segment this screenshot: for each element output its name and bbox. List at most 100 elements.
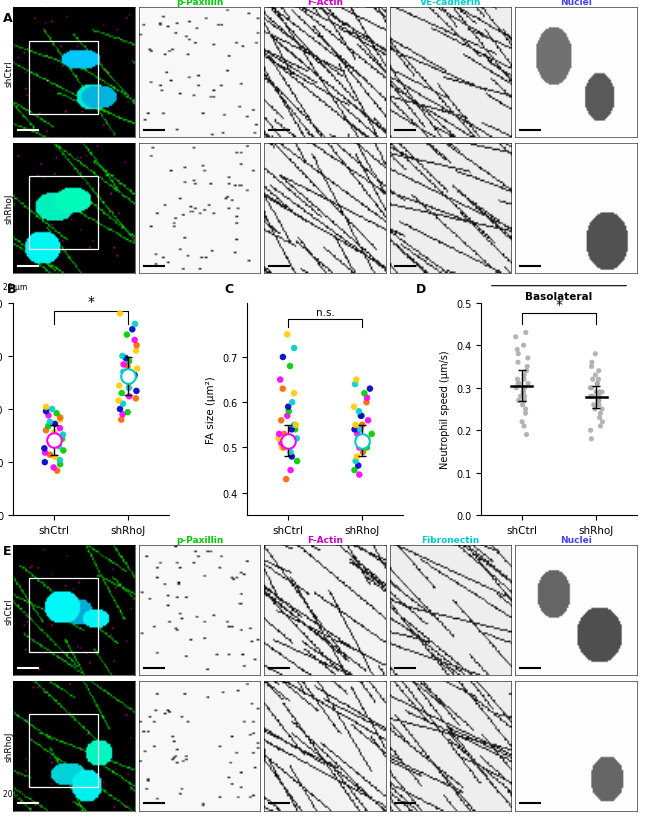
Point bbox=[357, 419, 367, 432]
Point bbox=[351, 373, 361, 387]
Point bbox=[585, 382, 595, 395]
Point bbox=[49, 435, 59, 448]
Point bbox=[50, 450, 60, 464]
Point bbox=[518, 386, 528, 399]
Point bbox=[274, 428, 284, 441]
Point bbox=[588, 399, 599, 412]
Point bbox=[124, 377, 134, 390]
Text: *: * bbox=[88, 295, 94, 309]
Point bbox=[41, 424, 51, 437]
Point bbox=[512, 373, 523, 387]
Point bbox=[116, 387, 127, 400]
Point bbox=[362, 391, 372, 405]
Point bbox=[512, 343, 523, 356]
Point bbox=[49, 461, 59, 474]
Point bbox=[276, 437, 287, 450]
Point bbox=[285, 464, 296, 477]
Text: A: A bbox=[3, 12, 13, 25]
Title: Merge: Merge bbox=[58, 0, 90, 7]
Point bbox=[114, 379, 125, 392]
Point bbox=[131, 385, 142, 398]
Y-axis label: Neutrophil speed (μm/s): Neutrophil speed (μm/s) bbox=[440, 351, 450, 468]
Point bbox=[349, 400, 359, 414]
Point bbox=[363, 414, 373, 428]
Point bbox=[120, 352, 131, 365]
Point bbox=[122, 406, 133, 419]
Text: 20 μm: 20 μm bbox=[3, 283, 27, 292]
Point bbox=[55, 411, 66, 424]
Point bbox=[282, 328, 293, 342]
Point bbox=[595, 420, 606, 433]
Point bbox=[594, 386, 604, 399]
Point bbox=[124, 390, 135, 403]
Point bbox=[57, 432, 68, 446]
Point bbox=[278, 351, 288, 364]
Point bbox=[131, 345, 141, 358]
Point bbox=[287, 432, 297, 446]
Point bbox=[123, 370, 133, 383]
Point bbox=[132, 363, 142, 376]
Point bbox=[597, 403, 607, 416]
Point bbox=[58, 428, 68, 441]
Point bbox=[124, 382, 134, 395]
Point bbox=[55, 414, 65, 427]
Point bbox=[523, 378, 533, 391]
Point bbox=[363, 432, 373, 446]
Point bbox=[291, 419, 301, 432]
Y-axis label: FA size (μm²): FA size (μm²) bbox=[206, 376, 216, 443]
Point bbox=[361, 396, 372, 410]
Point bbox=[592, 378, 603, 391]
Point bbox=[356, 423, 366, 437]
Point bbox=[587, 356, 597, 369]
Title: Nuclei: Nuclei bbox=[560, 0, 592, 7]
Point bbox=[45, 416, 55, 429]
Point bbox=[593, 395, 604, 408]
Bar bbox=[29, 177, 98, 250]
Title: F-Actin: F-Actin bbox=[307, 536, 343, 545]
Point bbox=[287, 423, 297, 437]
Point bbox=[122, 328, 132, 342]
Point bbox=[358, 432, 368, 446]
Point bbox=[593, 395, 603, 408]
Point bbox=[279, 428, 289, 441]
Point bbox=[41, 405, 51, 419]
Point bbox=[40, 456, 50, 469]
Point bbox=[586, 432, 597, 446]
Title: p-Paxillin: p-Paxillin bbox=[176, 536, 223, 545]
Point bbox=[52, 464, 62, 477]
Point bbox=[287, 450, 297, 464]
Point bbox=[586, 360, 597, 373]
Point bbox=[55, 422, 65, 435]
Text: C: C bbox=[224, 283, 233, 296]
Title: p-Paxillin: p-Paxillin bbox=[176, 0, 223, 7]
Point bbox=[513, 356, 523, 369]
Point bbox=[521, 364, 532, 378]
Point bbox=[595, 407, 606, 420]
Point bbox=[289, 387, 299, 400]
Point bbox=[356, 410, 366, 423]
Point bbox=[285, 360, 295, 373]
Point bbox=[129, 371, 139, 384]
Point bbox=[522, 360, 532, 373]
Point bbox=[118, 398, 128, 411]
Point bbox=[55, 458, 66, 471]
Point bbox=[51, 407, 62, 420]
Point bbox=[521, 327, 531, 340]
Point bbox=[597, 416, 608, 429]
Point bbox=[514, 378, 525, 391]
Point bbox=[45, 449, 55, 462]
Y-axis label: shCtrl: shCtrl bbox=[5, 60, 14, 87]
Point bbox=[586, 382, 597, 395]
Point bbox=[291, 432, 302, 446]
Bar bbox=[29, 714, 98, 787]
Point bbox=[590, 369, 601, 382]
Point bbox=[122, 360, 133, 373]
Point bbox=[277, 441, 287, 455]
Point bbox=[279, 441, 289, 455]
Point bbox=[53, 438, 64, 451]
Point bbox=[124, 355, 135, 369]
Point bbox=[283, 435, 293, 448]
Point bbox=[43, 420, 53, 433]
Point bbox=[593, 399, 604, 412]
Point bbox=[597, 386, 607, 399]
